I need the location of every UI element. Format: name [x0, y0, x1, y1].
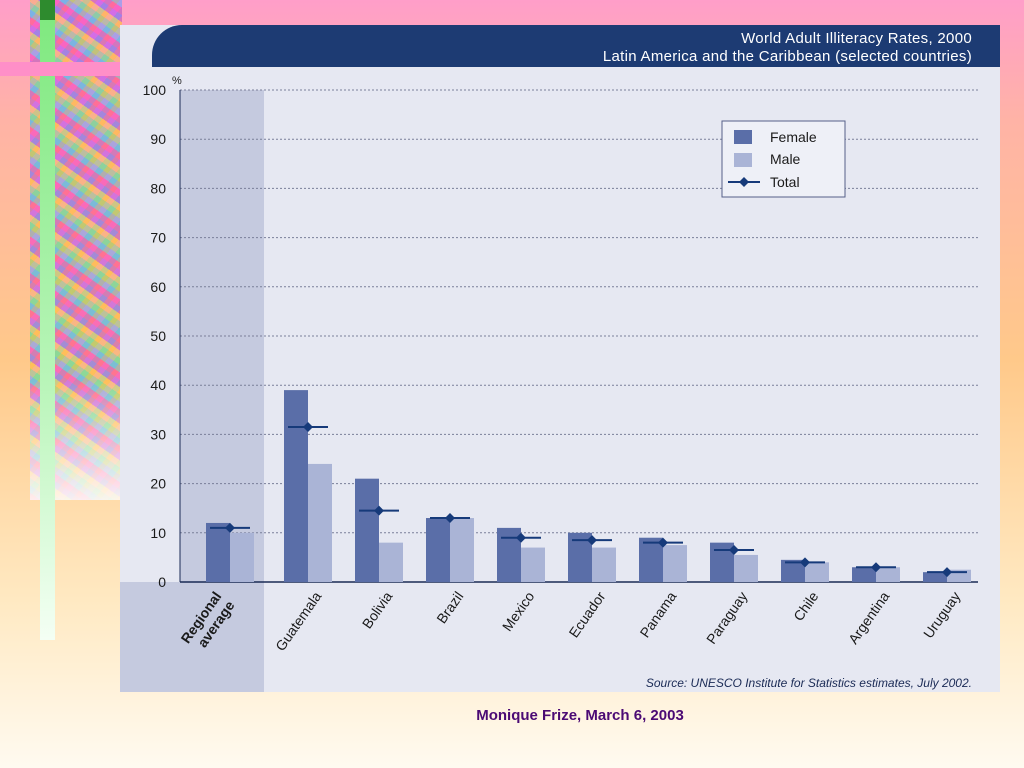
bar-male	[308, 463, 332, 582]
y-tick-label: 50	[150, 328, 166, 344]
bar-female	[355, 478, 379, 582]
bar-male	[592, 547, 616, 582]
y-tick-label: 20	[150, 476, 166, 492]
bar-female	[781, 559, 805, 582]
legend-label-male: Male	[770, 151, 801, 167]
legend-swatch-total-point	[739, 177, 749, 187]
regional-average-label-band	[120, 582, 264, 692]
legend-label-total: Total	[770, 174, 800, 190]
y-tick-label: 10	[150, 525, 166, 541]
chart-subtitle: Latin America and the Caribbean (selecte…	[602, 48, 972, 65]
bar-male	[450, 518, 474, 582]
total-marker-point	[516, 532, 526, 543]
total-marker-point	[445, 513, 455, 524]
chart-title: World Adult Illiteracy Rates, 2000	[741, 30, 972, 47]
x-tick-label: Panama	[636, 588, 679, 640]
total-marker-point	[729, 545, 739, 556]
y-tick-label: 40	[150, 377, 166, 393]
x-tick-label: Argentina	[845, 588, 893, 646]
y-axis-label: %	[172, 75, 182, 87]
bar-female	[497, 527, 521, 582]
total-marker-point	[303, 422, 313, 433]
bar-female	[206, 522, 230, 582]
bar-male	[663, 545, 687, 582]
total-marker-point	[800, 557, 810, 568]
x-tick-label: Bolivia	[359, 588, 396, 631]
legend-swatch-male	[734, 153, 752, 167]
bar-male	[876, 567, 900, 582]
y-tick-label: 90	[150, 131, 166, 147]
y-tick-label: 80	[150, 180, 166, 196]
bar-male	[521, 547, 545, 582]
decorative-dark-bar	[40, 0, 55, 20]
chart-source: Source: UNESCO Institute for Statistics …	[645, 676, 972, 690]
bar-male	[379, 542, 403, 582]
bar-female	[923, 572, 947, 582]
total-marker-point	[587, 535, 597, 546]
y-tick-label: 60	[150, 279, 166, 295]
total-marker-point	[942, 567, 952, 578]
decorative-pink-bar	[0, 62, 122, 76]
decorative-green-bar	[40, 0, 55, 640]
chart-header: World Adult Illiteracy Rates, 2000 Latin…	[152, 25, 1000, 67]
total-marker-point	[658, 537, 668, 548]
x-tick-label: Uruguay	[920, 589, 963, 642]
x-tick-label: Guatemala	[272, 588, 325, 653]
bar-female	[426, 518, 450, 582]
y-tick-label: 70	[150, 230, 166, 246]
legend-label-female: Female	[770, 129, 817, 145]
y-tick-label: 30	[150, 426, 166, 442]
bar-female	[852, 567, 876, 582]
bar-female	[710, 542, 734, 582]
y-tick-label: 0	[158, 574, 166, 590]
legend-swatch-female	[734, 130, 752, 144]
x-tick-label: Paraguay	[703, 589, 750, 647]
total-marker-point	[871, 562, 881, 573]
y-tick-label: 100	[143, 82, 167, 98]
x-tick-label: Mexico	[499, 588, 538, 634]
slide-footer: Monique Frize, March 6, 2003	[476, 707, 684, 724]
bar-male	[230, 532, 254, 582]
x-tick-label: Brazil	[433, 589, 466, 627]
bar-female	[639, 537, 663, 582]
bar-female	[284, 390, 308, 582]
bar-male	[805, 562, 829, 582]
total-marker-point	[225, 522, 235, 533]
total-marker-point	[374, 505, 384, 516]
bar-male	[734, 554, 758, 582]
x-tick-label: Chile	[790, 588, 822, 623]
x-tick-label: Ecuador	[565, 588, 608, 640]
